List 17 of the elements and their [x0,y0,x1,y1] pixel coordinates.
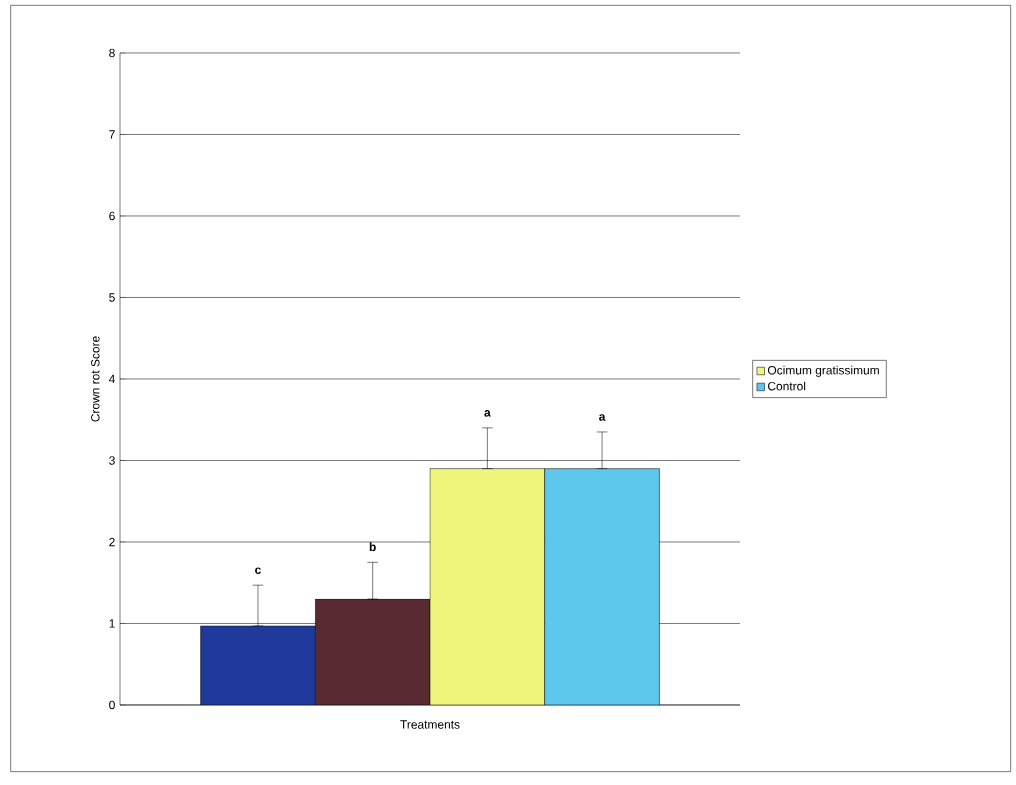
y-tick-label: 3 [109,456,115,465]
legend-label: Control [768,381,806,391]
legend-label: Ocimum gratissimum [767,365,879,377]
y-axis-title: Crown rot Score [91,336,100,422]
annotation: a [599,414,606,421]
annotation: c [255,567,261,574]
annotation: a [484,410,491,417]
y-tick-label: 5 [109,293,115,302]
y-tick-label: 7 [109,130,115,139]
y-tick-label: 0 [109,700,115,710]
y-tick-label: 1 [109,619,115,628]
y-tick-label: 6 [109,211,115,221]
y-tick-label: 8 [109,48,115,58]
y-tick-label: 4 [108,374,115,384]
annotation: b [369,542,376,552]
x-axis-title: Treatments [400,720,460,729]
y-tick-label: 2 [109,537,115,547]
